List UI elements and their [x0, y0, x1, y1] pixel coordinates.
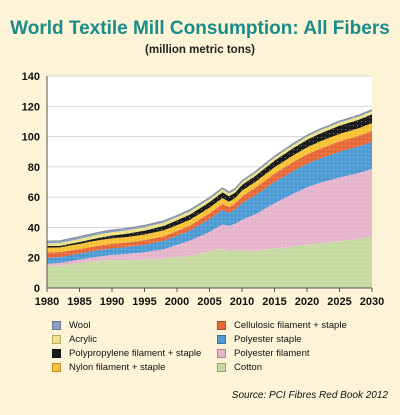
area-cellulosic-filament-staple	[47, 130, 372, 258]
x-tick-label-2020: 2020	[295, 296, 319, 308]
legend-swatch-cotton	[217, 363, 226, 372]
legend-swatch-nylon-filament-staple	[52, 363, 61, 372]
x-tick-label-2030: 2030	[360, 296, 384, 308]
legend-item-polyester-staple: Polyester staple	[217, 334, 302, 345]
y-tick-label-20: 20	[28, 253, 40, 265]
legend-swatch-polypropylene-filament-staple	[52, 349, 61, 358]
y-tick-label-80: 80	[28, 162, 40, 174]
legend-label-wool: Wool	[69, 320, 91, 331]
x-tick-label-2010: 2010	[230, 296, 254, 308]
legend-item-wool: Wool	[52, 320, 90, 331]
legend-label-cotton: Cotton	[234, 362, 262, 373]
area-polyester-staple	[47, 141, 372, 264]
area-nylon-filament-staple	[47, 123, 372, 253]
x-tick-label-2000: 2000	[165, 296, 189, 308]
y-tick-label-60: 60	[28, 192, 40, 204]
legend-label-polypropylene-filament-staple: Polypropylene filament + staple	[69, 348, 202, 359]
area-cotton	[47, 237, 372, 288]
legend-label-nylon-filament-staple: Nylon filament + staple	[69, 362, 166, 373]
chart-legend: Wool Acrylic Polypropylene filament + stap…	[52, 320, 392, 380]
y-tick-label-140: 140	[22, 71, 40, 83]
legend-swatch-polyester-filament	[217, 349, 226, 358]
area-polyester-filament	[47, 169, 372, 267]
x-tick-label-1995: 1995	[132, 296, 156, 308]
y-tick-label-120: 120	[22, 101, 40, 113]
legend-swatch-acrylic	[52, 335, 61, 344]
y-tick-label-0: 0	[34, 283, 40, 295]
x-tick-label-1985: 1985	[67, 296, 91, 308]
chart-subtitle: (million metric tons)	[145, 44, 255, 56]
y-tick-label-100: 100	[22, 132, 40, 144]
x-tick-label-2015: 2015	[262, 296, 286, 308]
legend-item-polyester-filament: Polyester filament	[217, 348, 310, 359]
legend-swatch-wool	[52, 321, 61, 330]
legend-swatch-cellulosic-filament-staple	[217, 321, 226, 330]
legend-label-polyester-staple: Polyester staple	[234, 334, 302, 345]
x-tick-label-1980: 1980	[35, 296, 59, 308]
x-tick-label-2025: 2025	[327, 296, 351, 308]
source-note: Source: PCI Fibres Red Book 2012	[231, 390, 388, 401]
legend-item-cellulosic-filament-staple: Cellulosic filament + staple	[217, 320, 347, 331]
chart-title: World Textile Mill Consumption: All Fibe…	[10, 18, 390, 39]
y-tick-label-40: 40	[28, 222, 40, 234]
area-polypropylene-filament-staple	[47, 114, 372, 248]
legend-item-cotton: Cotton	[217, 362, 262, 373]
area-acrylic	[47, 111, 372, 247]
legend-item-acrylic: Acrylic	[52, 334, 97, 345]
legend-label-acrylic: Acrylic	[69, 334, 97, 345]
legend-label-cellulosic-filament-staple: Cellulosic filament + staple	[234, 320, 347, 331]
x-tick-label-2005: 2005	[197, 296, 221, 308]
total-outline	[46, 109, 373, 242]
legend-swatch-polyester-staple	[217, 335, 226, 344]
legend-item-nylon-filament-staple: Nylon filament + staple	[52, 362, 165, 373]
legend-label-polyester-filament: Polyester filament	[234, 348, 310, 359]
x-tick-label-1990: 1990	[100, 296, 124, 308]
area-chart: 0 20 40 60 80 100 120 140 1980 1985 1990 1995 2000 20…	[22, 71, 385, 308]
legend-item-polypropylene-filament-staple: Polypropylene filament + staple	[52, 348, 201, 359]
